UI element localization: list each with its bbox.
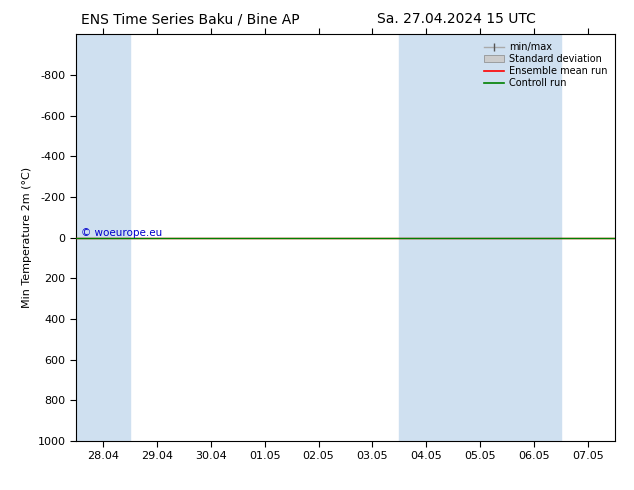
Text: ENS Time Series Baku / Bine AP: ENS Time Series Baku / Bine AP xyxy=(81,12,299,26)
Bar xyxy=(453,34,507,441)
Bar xyxy=(399,34,453,441)
Bar xyxy=(76,34,130,441)
Legend: min/max, Standard deviation, Ensemble mean run, Controll run: min/max, Standard deviation, Ensemble me… xyxy=(481,39,610,91)
Text: Sa. 27.04.2024 15 UTC: Sa. 27.04.2024 15 UTC xyxy=(377,12,536,26)
Bar xyxy=(507,34,561,441)
Text: © woeurope.eu: © woeurope.eu xyxy=(81,228,163,238)
Y-axis label: Min Temperature 2m (°C): Min Temperature 2m (°C) xyxy=(22,167,32,308)
